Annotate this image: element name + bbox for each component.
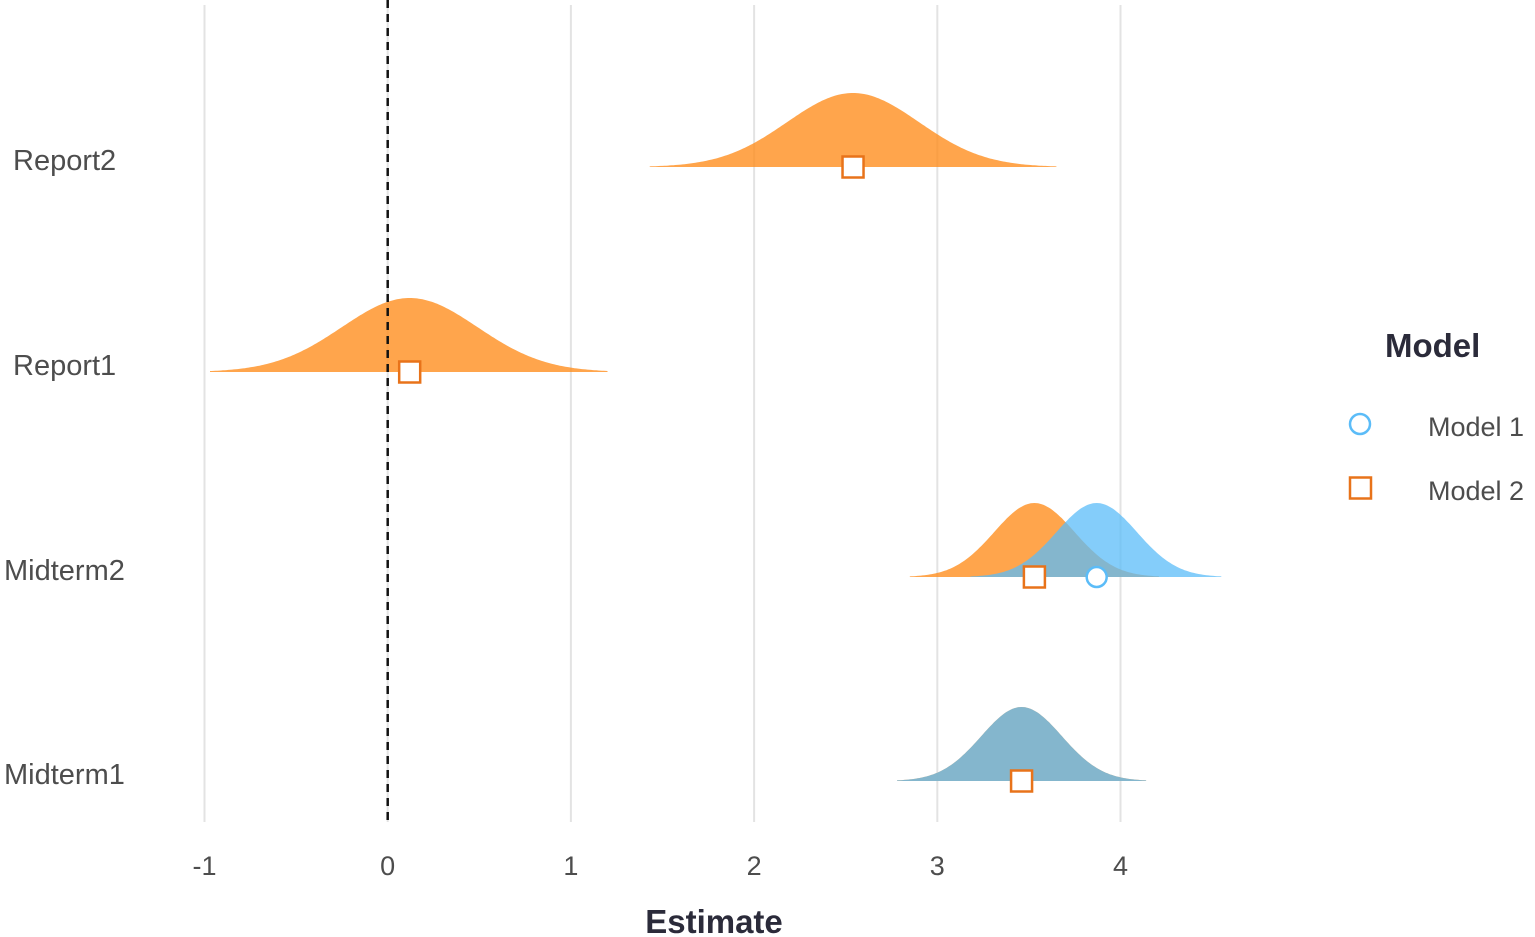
x-tick-labels: -1 0 1 2 3 4 (192, 851, 1128, 881)
x-tick-label: 0 (380, 851, 395, 881)
density-model-1-midterm1 (897, 707, 1147, 781)
legend-key-square (1348, 476, 1373, 500)
x-tick-label: 1 (563, 851, 578, 881)
category-label-midterm2: Midterm2 (4, 555, 125, 587)
point-model-2-midterm2 (1022, 565, 1047, 589)
legend-title: Model (1385, 327, 1480, 364)
x-tick-label: 2 (747, 851, 762, 881)
point-model-1-midterm2 (1085, 565, 1108, 589)
point-estimates (397, 155, 1108, 793)
x-tick-label: 4 (1113, 851, 1128, 881)
point-model-2-midterm1 (1009, 769, 1034, 793)
density-model-1-midterm2 (970, 503, 1222, 577)
density-areas (210, 93, 1222, 781)
legend-label-model-2: Model 2 (1428, 476, 1524, 506)
point-model-2-report2 (841, 155, 865, 179)
point-model-2-report1 (397, 360, 422, 384)
category-label-report1: Report1 (13, 350, 116, 382)
x-axis-title: Estimate (645, 903, 783, 937)
category-labels: Report2 Report1 Midterm2 Midterm1 (4, 145, 125, 791)
x-tick-label: -1 (192, 851, 216, 881)
grid-lines (203, 5, 1122, 822)
legend-label-model-1: Model 1 (1428, 412, 1524, 442)
category-label-report2: Report2 (13, 145, 116, 177)
density-model-2-report2 (649, 93, 1057, 167)
legend-key-circle (1348, 412, 1372, 436)
density-model-2-report1 (210, 298, 608, 372)
legend: Model Model 1 Model 2 (1348, 327, 1524, 506)
category-label-midterm1: Midterm1 (4, 759, 125, 791)
x-tick-label: 3 (930, 851, 945, 881)
